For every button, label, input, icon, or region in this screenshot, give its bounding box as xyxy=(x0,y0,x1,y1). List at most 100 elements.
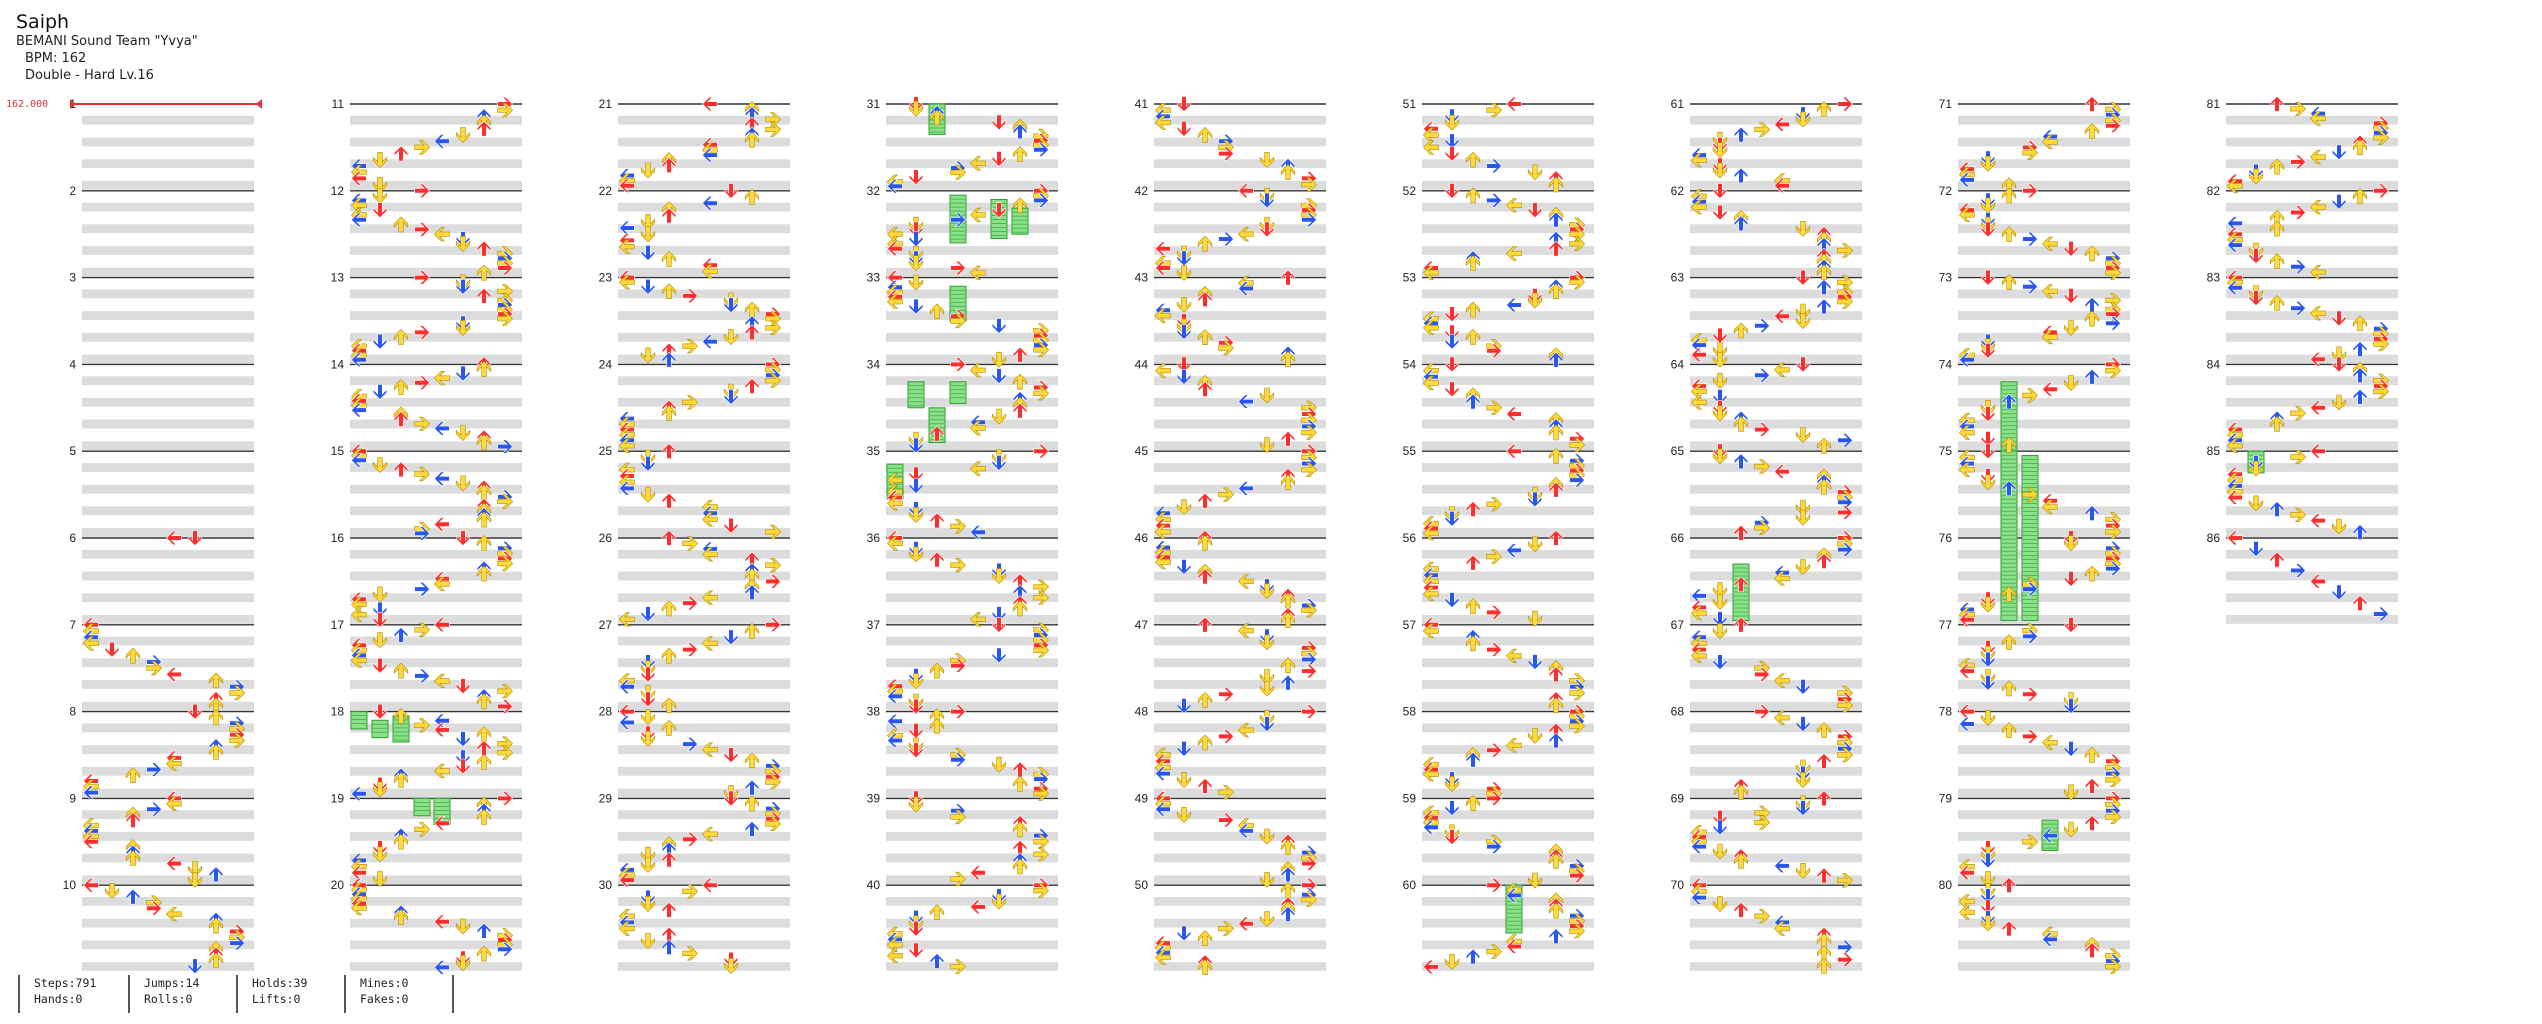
beat-stripe xyxy=(1690,202,1862,212)
beat-stripe xyxy=(1422,311,1594,320)
beat-stripe xyxy=(82,875,254,885)
beat-stripe xyxy=(2226,180,2398,190)
measure-44 xyxy=(1154,376,1326,451)
measure-number: 78 xyxy=(1939,705,1953,719)
measure-number: 60 xyxy=(1403,878,1417,892)
beat-stripe xyxy=(618,832,790,841)
beat-stripe xyxy=(1690,853,1862,863)
beat-stripe xyxy=(886,832,1058,841)
step-arrow xyxy=(2084,296,2100,313)
step-arrow xyxy=(1033,590,1050,605)
beat-stripe xyxy=(82,441,254,451)
beat-stripe xyxy=(1422,788,1594,798)
beat-stripe xyxy=(82,788,254,798)
beat-stripe xyxy=(82,745,254,754)
beat-stripe xyxy=(82,615,254,624)
beat-stripe xyxy=(1154,506,1326,516)
step-arrow xyxy=(1958,905,1975,920)
beat-stripe xyxy=(350,615,522,624)
step-arrow xyxy=(1176,96,1192,113)
beat-stripe xyxy=(1958,224,2130,234)
measure-20 xyxy=(350,897,522,971)
stats-group-mines: Mines:0 Fakes:0 xyxy=(344,975,408,1013)
beat-stripe xyxy=(2226,484,2398,494)
beat-stripe xyxy=(618,658,790,668)
measure-62 xyxy=(1690,202,1862,277)
beat-stripe xyxy=(618,311,790,320)
measure-59 xyxy=(1422,810,1594,885)
beat-stripe xyxy=(2226,506,2398,516)
measure-67 xyxy=(1690,636,1862,711)
beat-stripe xyxy=(1690,506,1862,516)
beat-stripe xyxy=(1690,528,1862,537)
beat-stripe xyxy=(1422,636,1594,646)
beat-stripe xyxy=(886,853,1058,863)
beat-stripe xyxy=(82,246,254,255)
measure-number: 58 xyxy=(1403,705,1417,719)
measure-number: 50 xyxy=(1135,878,1149,892)
measure-number: 54 xyxy=(1403,357,1417,371)
beat-stripe xyxy=(618,332,790,342)
beat-stripe xyxy=(2226,376,2398,386)
beat-stripe xyxy=(1690,224,1862,234)
beat-stripe xyxy=(618,875,790,885)
measure-number: 74 xyxy=(1939,357,1953,371)
bpm-label: BPM: 162 xyxy=(25,50,87,66)
step-arrow xyxy=(744,752,760,769)
beat-stripe xyxy=(1958,853,2130,863)
beat-stripe xyxy=(886,962,1058,971)
beat-stripe xyxy=(1958,593,2130,603)
beat-stripe xyxy=(1154,897,1326,906)
measure-40 xyxy=(886,897,1058,971)
step-arrow xyxy=(433,471,450,486)
beat-stripe xyxy=(1958,788,2130,798)
measure-number: 72 xyxy=(1939,184,1953,198)
beat-stripe xyxy=(618,484,790,494)
beat-stripe xyxy=(350,528,522,537)
beat-stripe xyxy=(618,463,790,472)
step-arrow xyxy=(1712,623,1728,640)
beat-stripe xyxy=(1690,810,1862,820)
measure-number: 77 xyxy=(1939,618,1953,632)
beat-stripe xyxy=(618,940,790,950)
measure-14 xyxy=(350,376,522,451)
measure-57 xyxy=(1422,636,1594,711)
beat-stripe xyxy=(618,897,790,906)
step-arrow xyxy=(2022,686,2039,702)
beat-stripe xyxy=(1958,918,2130,928)
beat-stripe xyxy=(1958,419,2130,429)
step-arrow xyxy=(1197,329,1213,346)
measure-number: 73 xyxy=(1939,271,1953,285)
beat-stripe xyxy=(1154,332,1326,342)
beat-stripe xyxy=(886,875,1058,885)
beat-stripe xyxy=(350,484,522,494)
beat-stripe xyxy=(1422,419,1594,429)
beat-stripe xyxy=(886,810,1058,820)
beat-stripe xyxy=(886,918,1058,928)
measure-number: 12 xyxy=(331,184,345,198)
measure-number: 2 xyxy=(69,184,76,198)
beat-stripe xyxy=(1422,680,1594,689)
beat-stripe xyxy=(1422,224,1594,234)
beat-stripe xyxy=(1154,593,1326,603)
measure-number: 43 xyxy=(1135,271,1149,285)
measure-number: 52 xyxy=(1403,184,1417,198)
beat-stripe xyxy=(82,766,254,776)
chart-header: Saiph BEMANI Sound Team "Yvya" BPM: 162 … xyxy=(16,10,198,84)
beat-stripe xyxy=(1690,419,1862,429)
beat-stripe xyxy=(1422,658,1594,668)
measure-stripes xyxy=(82,115,2398,971)
beat-stripe xyxy=(1690,484,1862,494)
step-arrow xyxy=(701,742,718,757)
beat-stripe xyxy=(1958,723,2130,733)
beat-stripe xyxy=(1958,766,2130,776)
beat-stripe xyxy=(350,441,522,451)
beat-stripe xyxy=(1690,354,1862,364)
beat-stripe xyxy=(1958,115,2130,125)
step-arrow xyxy=(1795,220,1811,237)
beat-stripe xyxy=(618,528,790,537)
beat-stripe xyxy=(1958,246,2130,255)
measure-47 xyxy=(1154,636,1326,711)
beat-stripe xyxy=(1690,875,1862,885)
step-arrow xyxy=(1176,925,1192,942)
